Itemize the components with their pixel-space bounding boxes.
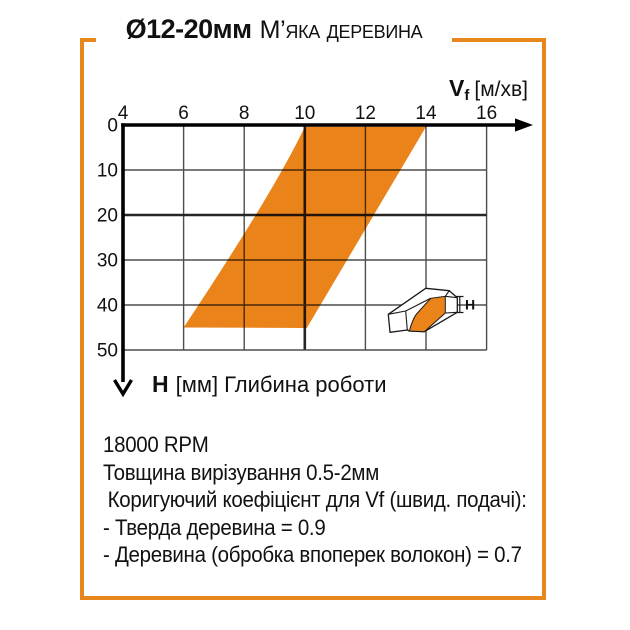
- y-tick-0: 0: [107, 116, 118, 137]
- depth-dimension-label: H: [465, 297, 475, 313]
- note-cut-thickness: Товщина вирізування 0.5-2мм: [103, 459, 379, 485]
- y-tick-20: 20: [97, 206, 118, 227]
- title-diameter-range: Ø12-20мм: [125, 14, 253, 44]
- page-title: Ø12-20мм М’яка деревина: [96, 11, 452, 47]
- x-tick-16: 16: [476, 103, 497, 124]
- cut-face-orange: [408, 295, 446, 333]
- y-tick-labels: 0 10 20 30 40 50: [97, 116, 118, 362]
- note-rpm: 18000 RPM: [103, 432, 209, 457]
- title-material: М’яка деревина: [259, 16, 423, 44]
- note-crossgrain-coefficient: - Деревина (обробка впоперек волокон) = …: [103, 542, 522, 567]
- x-tick-4: 4: [118, 103, 129, 124]
- y-tick-40: 40: [97, 296, 118, 317]
- x-axis-arrow-icon: [515, 118, 533, 132]
- note-hardwood-coefficient: - Тверда деревина = 0.9: [103, 514, 326, 540]
- workpiece-step-depth-icon: H: [387, 287, 475, 333]
- workpiece-edges: [388, 290, 458, 331]
- note-coefficient-header: Коригуючий коефіцієнт для Vf (швид. пода…: [107, 487, 527, 512]
- x-tick-6: 6: [178, 103, 189, 124]
- y-tick-50: 50: [97, 341, 118, 362]
- x-tick-14: 14: [415, 103, 437, 124]
- feed-depth-chart: 4 6 8 10 12 14 16 0 10 20 30 40 50 Vf [м/хв] H [мм] Гл…: [97, 75, 533, 398]
- feed-band-area: [183, 126, 426, 328]
- y-tick-30: 30: [97, 251, 118, 272]
- y-axis-arrow-icon: [113, 379, 133, 398]
- x-tick-8: 8: [239, 103, 250, 124]
- y-axis-label: H [мм] Глибина роботи: [152, 371, 387, 397]
- notes-block: 18000 RPM Товщина вирізування 0.5-2мм Ко…: [103, 431, 527, 569]
- x-tick-labels: 4 6 8 10 12 14 16: [118, 103, 497, 124]
- x-axis-label: Vf [м/хв]: [449, 75, 528, 104]
- depth-dimension-bracket: [456, 295, 464, 314]
- x-tick-10: 10: [294, 103, 315, 124]
- y-tick-10: 10: [97, 161, 118, 182]
- x-tick-12: 12: [355, 103, 376, 124]
